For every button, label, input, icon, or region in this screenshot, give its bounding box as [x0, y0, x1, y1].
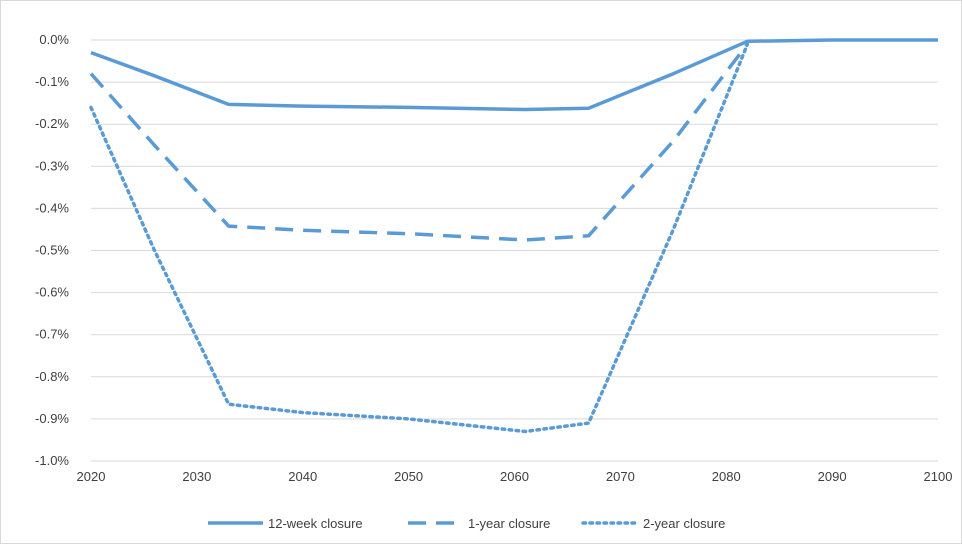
series-line-dashed	[89, 43, 749, 242]
y-tick-label: -1.0%	[35, 453, 69, 468]
y-tick-label: -0.6%	[35, 285, 69, 300]
x-tick-label: 2040	[288, 469, 317, 484]
y-tick-label: -0.2%	[35, 116, 69, 131]
series-line-solid	[90, 38, 938, 112]
x-tick-label: 2090	[818, 469, 847, 484]
legend-label: 12-week closure	[268, 516, 363, 531]
x-tick-label: 2060	[500, 469, 529, 484]
x-tick-label: 2100	[924, 469, 953, 484]
y-tick-label: -0.7%	[35, 327, 69, 342]
legend-label: 1-year closure	[468, 516, 550, 531]
y-tick-label: -0.8%	[35, 369, 69, 384]
y-tick-label: -0.3%	[35, 158, 69, 173]
x-tick-label: 2050	[394, 469, 423, 484]
legend: 12-week closure 1-year closure 2-year clos…	[208, 516, 725, 531]
gridlines	[91, 39, 938, 462]
series-line-dotted	[89, 42, 750, 434]
y-tick-label: -0.1%	[35, 74, 69, 89]
y-tick-label: 0.0%	[39, 32, 69, 47]
y-tick-label: -0.9%	[35, 411, 69, 426]
x-axis-tick-labels: 2020 2030 2040 2050 2060 2070 2080 2090 2100	[77, 469, 953, 484]
x-tick-label: 2080	[712, 469, 741, 484]
y-tick-label: -0.5%	[35, 243, 69, 258]
y-tick-label: -0.4%	[35, 200, 69, 215]
x-tick-label: 2020	[77, 469, 106, 484]
x-tick-label: 2030	[182, 469, 211, 484]
x-tick-label: 2070	[606, 469, 635, 484]
series-lines	[89, 38, 938, 434]
legend-label: 2-year closure	[643, 516, 725, 531]
y-axis-tick-labels: 0.0% -0.1% -0.2% -0.3% -0.4% -0.5% -0.6% -0.7% -…	[35, 32, 69, 468]
